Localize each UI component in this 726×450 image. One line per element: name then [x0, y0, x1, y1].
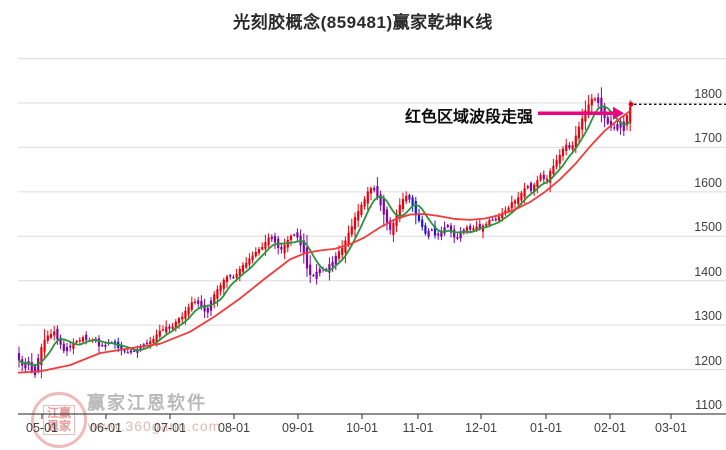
chart-title: 光刻胶概念(859481)赢家乾坤K线	[233, 13, 493, 32]
x-axis-label: 05-01	[26, 421, 58, 435]
y-axis-label: 1600	[694, 175, 722, 190]
x-axis-label: 12-01	[465, 421, 497, 435]
x-axis-label: 09-01	[282, 421, 314, 435]
y-axis-label: 1100	[695, 398, 722, 412]
x-axis-label: 02-01	[594, 421, 626, 435]
y-axis-label: 1300	[694, 309, 722, 324]
x-axis-label: 07-01	[154, 421, 186, 435]
y-axis-label: 1700	[694, 131, 722, 146]
y-axis-label: 1800	[694, 87, 722, 101]
x-axis-label: 03-01	[655, 421, 687, 435]
x-axis-label: 08-01	[218, 421, 250, 435]
x-axis-label: 11-01	[402, 421, 434, 435]
y-axis-label: 1500	[694, 220, 722, 235]
y-axis-label: 1400	[694, 264, 722, 279]
x-axis-label: 06-01	[90, 421, 122, 435]
x-axis-label: 10-01	[346, 421, 378, 435]
y-axis-label: 1200	[694, 353, 722, 368]
annotation-label: 红色区域波段走强	[404, 109, 533, 126]
x-axis-label: 01-01	[530, 421, 562, 435]
